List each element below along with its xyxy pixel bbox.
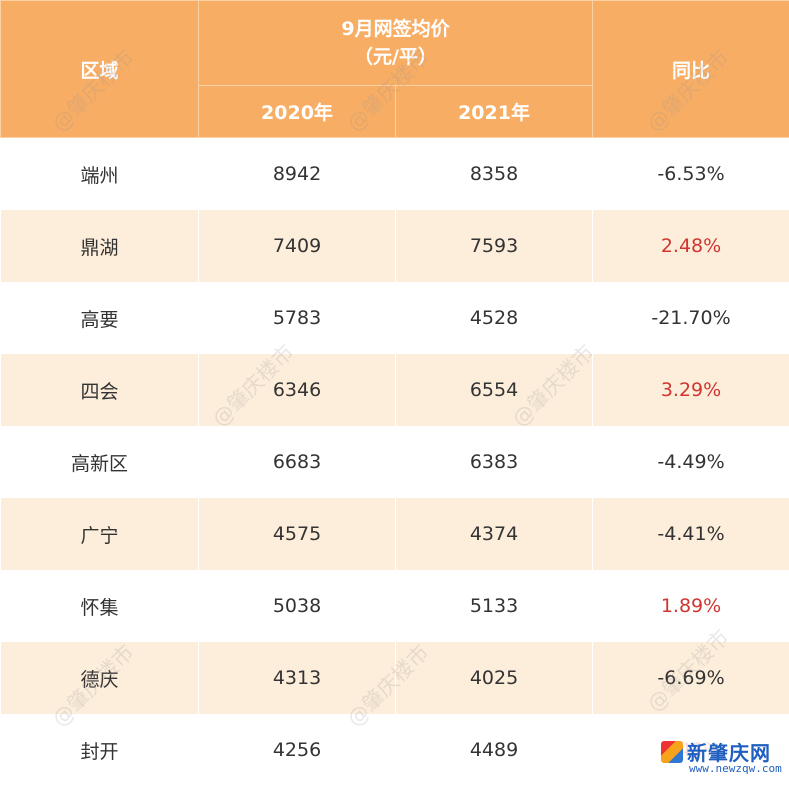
region-cell: 鼎湖 — [1, 210, 199, 282]
price-2021-cell: 4025 — [396, 642, 593, 714]
price-group-header: 9月网签均价 （元/平） — [199, 1, 593, 86]
region-header: 区域 — [1, 1, 199, 138]
region-cell: 德庆 — [1, 642, 199, 714]
price-2021-cell: 4489 — [396, 714, 593, 786]
price-2020-cell: 4313 — [199, 642, 396, 714]
year-2020-header: 2020年 — [199, 86, 396, 138]
price-2020-cell: 4575 — [199, 498, 396, 570]
region-cell: 高新区 — [1, 426, 199, 498]
price-2020-cell: 4256 — [199, 714, 396, 786]
price-2021-cell: 4374 — [396, 498, 593, 570]
price-2020-cell: 5783 — [199, 282, 396, 354]
price-title: 9月网签均价 — [199, 15, 592, 43]
logo-icon — [661, 741, 683, 763]
yoy-cell: -4.49% — [593, 426, 789, 498]
price-2020-cell: 5038 — [199, 570, 396, 642]
price-2021-cell: 5133 — [396, 570, 593, 642]
price-unit: （元/平） — [199, 43, 592, 71]
price-2020-cell: 6683 — [199, 426, 396, 498]
price-2021-cell: 4528 — [396, 282, 593, 354]
region-cell: 高要 — [1, 282, 199, 354]
region-cell: 广宁 — [1, 498, 199, 570]
site-logo: 新肇庆网 www.newzqw.com — [659, 735, 779, 779]
price-2021-cell: 7593 — [396, 210, 593, 282]
yoy-cell: -6.69% — [593, 642, 789, 714]
region-cell: 怀集 — [1, 570, 199, 642]
region-cell: 四会 — [1, 354, 199, 426]
yoy-cell: -6.53% — [593, 138, 789, 211]
region-cell: 端州 — [1, 138, 199, 211]
yoy-cell: -4.41% — [593, 498, 789, 570]
price-2021-cell: 6383 — [396, 426, 593, 498]
price-2020-cell: 7409 — [199, 210, 396, 282]
logo-url: www.newzqw.com — [689, 762, 782, 775]
price-2021-cell: 8358 — [396, 138, 593, 211]
price-2021-cell: 6554 — [396, 354, 593, 426]
price-2020-cell: 8942 — [199, 138, 396, 211]
region-cell: 封开 — [1, 714, 199, 786]
yoy-cell: 3.29% — [593, 354, 789, 426]
price-2020-cell: 6346 — [199, 354, 396, 426]
yoy-header: 同比 — [593, 1, 789, 138]
yoy-cell: 2.48% — [593, 210, 789, 282]
year-2021-header: 2021年 — [396, 86, 593, 138]
yoy-cell: 1.89% — [593, 570, 789, 642]
yoy-cell: -21.70% — [593, 282, 789, 354]
